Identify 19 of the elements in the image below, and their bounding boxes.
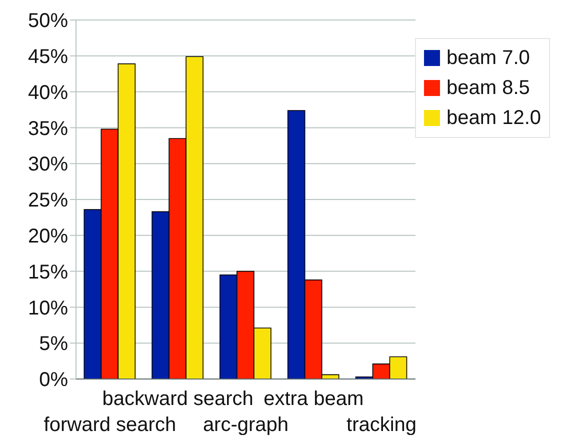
y-tick-label: 45% bbox=[28, 46, 68, 68]
y-tick-label: 50% bbox=[28, 10, 68, 32]
x-tick-label: extra beam bbox=[264, 388, 364, 410]
y-tick-label: 40% bbox=[28, 82, 68, 104]
y-tick-label: 10% bbox=[28, 297, 68, 320]
y-tick-label: 35% bbox=[28, 118, 68, 140]
y-tick-label: 20% bbox=[28, 226, 68, 248]
y-tick-label: 25% bbox=[28, 190, 68, 212]
x-tick-label: backward search bbox=[102, 388, 254, 410]
y-tick-label: 30% bbox=[28, 154, 68, 176]
y-tick-label: 0% bbox=[39, 369, 68, 392]
legend-label: beam 8.5 bbox=[446, 76, 530, 101]
y-tick-label: 5% bbox=[39, 333, 68, 356]
x-tick-label: forward search bbox=[44, 414, 176, 436]
x-tick-label: tracking bbox=[346, 414, 417, 436]
x-tick-label: arc-graph bbox=[202, 414, 289, 436]
legend-label: beam 7.0 bbox=[446, 46, 530, 71]
y-tick-label: 15% bbox=[28, 261, 68, 284]
legend-label: beam 12.0 bbox=[446, 106, 541, 131]
